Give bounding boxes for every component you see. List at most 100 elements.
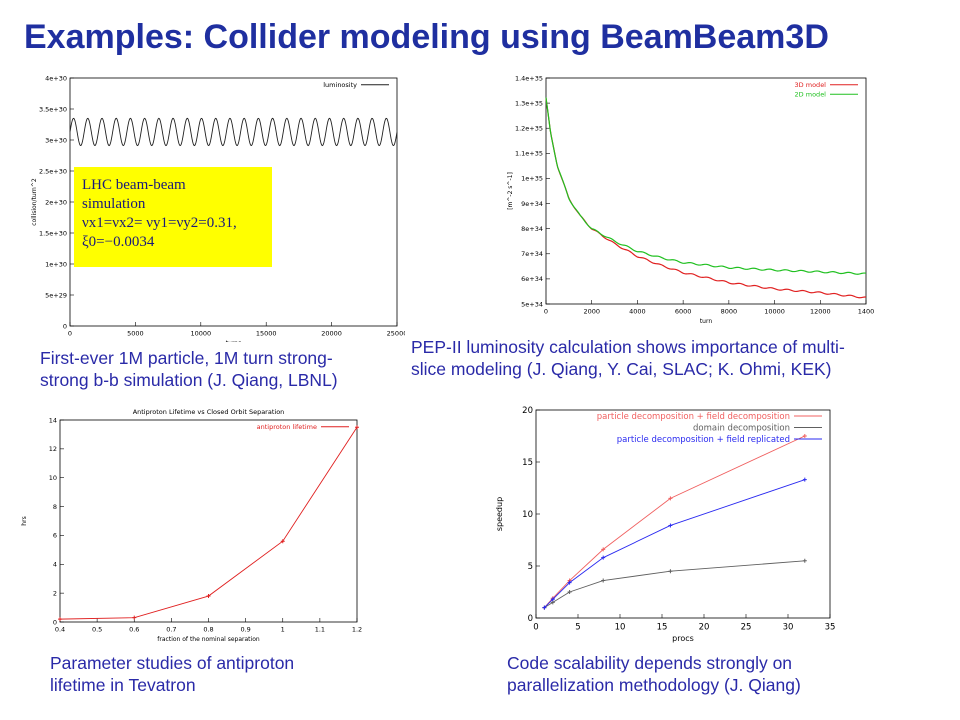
x-tick-label: 6000 (675, 308, 692, 316)
scaling-caption: Code scalability depends strongly on par… (507, 652, 801, 696)
data-point (601, 578, 606, 583)
y-tick-label: 7e+34 (521, 250, 543, 258)
x-tick-label: 15 (657, 623, 668, 633)
series-line-0 (544, 435, 805, 608)
x-tick-label: 0.4 (55, 626, 65, 634)
legend-label: 3D model (795, 81, 827, 89)
data-point (132, 615, 137, 620)
data-point (601, 555, 606, 560)
data-point (355, 425, 359, 430)
y-tick-label: 2.5e+30 (39, 167, 67, 175)
data-point (206, 594, 211, 599)
y-axis-label: hrs (21, 516, 28, 525)
x-tick-label: 30 (783, 623, 794, 633)
y-tick-label: 5 (528, 562, 533, 572)
legend-label: 2D model (795, 91, 827, 99)
x-tick-label: 4000 (629, 308, 646, 316)
pep-luminosity-chart: 0 2000 4000 6000 8000 10000 12000 1400 5e+34 6e+3… (490, 72, 880, 334)
series-line-0 (545, 98, 867, 299)
tevatron-caption: Parameter studies of antiproton lifetime… (50, 652, 294, 696)
x-tick-label: 8000 (721, 308, 738, 316)
series-line-1 (545, 97, 867, 275)
x-tick-label: 25 (741, 623, 752, 633)
legend-label: domain decomposition (693, 424, 790, 434)
tevatron-caption-line-2: lifetime in Tevatron (50, 675, 196, 695)
y-tick-label: 1.5e+30 (39, 229, 67, 237)
note-line-1: LHC beam-beam (82, 177, 186, 193)
speedup-chart: 0 5 10 15 20 25 30 35 0 5 10 15 20 procs speedup partic… (490, 400, 845, 645)
x-tick-label: 10 (615, 623, 626, 633)
y-tick-label: 2 (53, 589, 57, 597)
y-tick-label: 1e+30 (45, 260, 67, 268)
y-tick-label: 20 (522, 406, 533, 416)
pep-caption: PEP-II luminosity calculation shows impo… (411, 336, 845, 380)
legend-label: luminosity (323, 81, 357, 89)
y-tick-label: 10 (522, 510, 533, 520)
y-tick-label: 1.4e+35 (515, 74, 543, 82)
x-tick-label: 0.7 (166, 626, 176, 634)
x-tick-label: 2000 (583, 308, 600, 316)
x-tick-label: 0.9 (240, 626, 250, 634)
x-tick-label: 1.1 (315, 626, 325, 634)
y-tick-label: 9e+34 (521, 200, 543, 208)
y-axis-label: collision/turn^2 (31, 178, 38, 226)
x-tick-label: 1.2 (352, 626, 362, 634)
lhc-caption-line-2: strong b-b simulation (J. Qiang, LBNL) (40, 370, 338, 390)
scaling-caption-line-2: parallelization methodology (J. Qiang) (507, 675, 801, 695)
x-axis-label: fraction of the nominal separation (157, 636, 260, 643)
note-line-2: simulation (82, 196, 146, 212)
data-point (601, 547, 606, 552)
series-line-2 (544, 479, 805, 608)
y-tick-label: 10 (49, 474, 57, 482)
x-tick-label: 0.8 (203, 626, 213, 634)
y-tick-label: 8 (53, 503, 57, 511)
data-point (542, 605, 547, 610)
pep-caption-line-1: PEP-II luminosity calculation shows impo… (411, 337, 845, 357)
data-point (802, 434, 807, 438)
series-line-1 (544, 560, 805, 608)
series-line-0 (69, 117, 398, 147)
data-point (58, 617, 62, 622)
y-tick-label: 2e+30 (45, 198, 67, 206)
antiproton-lifetime-chart: 0.4 0.5 0.6 0.7 0.8 0.9 1 1.1 1.2 0 2 4 6 8 10 12 14 frac… (20, 400, 375, 645)
plot-frame (59, 419, 358, 623)
x-tick-label: 15000 (256, 330, 277, 338)
chart-title: Antiproton Lifetime vs Closed Orbit Sepa… (133, 408, 285, 416)
data-point (668, 523, 673, 528)
y-tick-label: 14 (49, 416, 57, 424)
data-point (668, 496, 673, 501)
data-point (802, 558, 807, 563)
data-point (280, 539, 285, 544)
y-tick-label: 12 (49, 445, 57, 453)
y-tick-label: 0 (53, 618, 57, 626)
y-tick-label: 4 (53, 561, 57, 569)
data-point (567, 590, 572, 594)
x-axis-label: procs (672, 634, 694, 643)
x-tick-label: 20 (699, 623, 710, 633)
x-tick-label: 5000 (127, 330, 144, 338)
y-tick-label: 8e+34 (521, 225, 543, 233)
note-line-3: νx1=νx2= νy1=νy2=0.31, (82, 215, 237, 231)
y-tick-label: 6 (53, 532, 57, 540)
y-tick-label: 3.5e+30 (39, 105, 67, 113)
x-tick-label: 10000 (190, 330, 211, 338)
x-tick-label: 1 (281, 626, 285, 634)
lhc-caption: First-ever 1M particle, 1M turn strong- … (40, 347, 338, 391)
x-tick-label: 35 (825, 623, 836, 633)
note-line-4: ξ0=−0.0034 (82, 234, 155, 250)
data-point (668, 569, 673, 574)
tevatron-caption-line-1: Parameter studies of antiproton (50, 653, 295, 673)
x-axis-label: turn (700, 318, 713, 325)
y-tick-label: 1.1e+35 (515, 150, 543, 158)
y-tick-label: 15 (522, 458, 533, 468)
series-line-0 (59, 426, 358, 620)
lhc-parameters-note: LHC beam-beam simulation νx1=νx2= νy1=νy… (74, 167, 272, 267)
y-axis-label: [m^-2 s^-1] (507, 172, 514, 210)
legend-label: antiproton lifetime (257, 423, 317, 431)
x-tick-label: 5 (575, 623, 580, 633)
scaling-caption-line-1: Code scalability depends strongly on (507, 653, 793, 673)
data-point (802, 477, 807, 482)
